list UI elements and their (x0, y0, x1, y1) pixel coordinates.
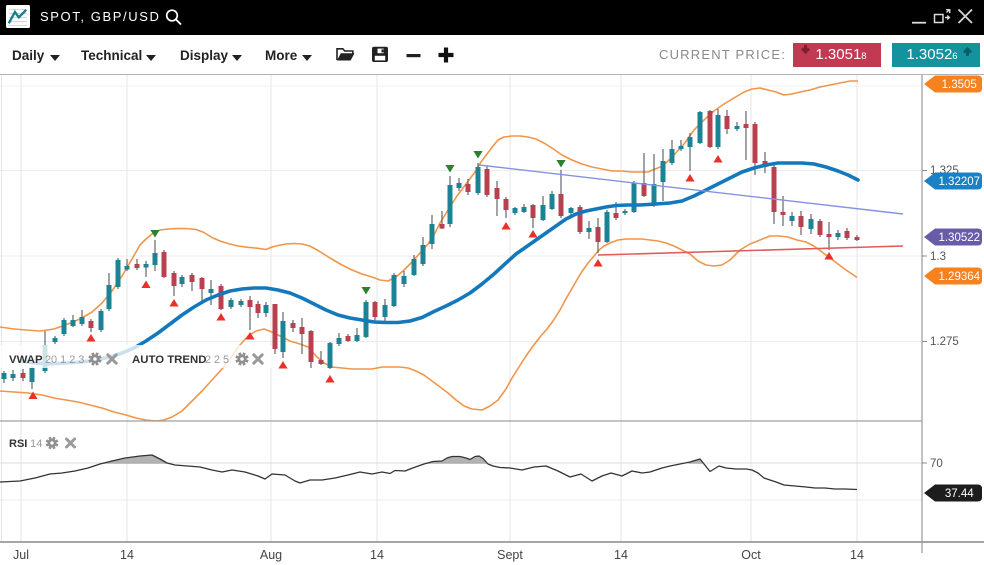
svg-text:1.29364: 1.29364 (938, 271, 980, 283)
svg-text:14: 14 (614, 548, 628, 562)
svg-text:1.32207: 1.32207 (938, 176, 980, 188)
svg-text:1.275: 1.275 (930, 336, 959, 348)
svg-text:37.44: 37.44 (945, 488, 974, 500)
svg-text:Aug: Aug (260, 548, 282, 562)
svg-text:14: 14 (370, 548, 384, 562)
svg-text:14: 14 (120, 548, 134, 562)
svg-text:Oct: Oct (741, 548, 761, 562)
svg-text:14: 14 (30, 438, 42, 450)
svg-text:20 1 2 3: 20 1 2 3 (45, 354, 84, 366)
svg-text:Sept: Sept (497, 548, 523, 562)
svg-text:RSI: RSI (9, 438, 27, 450)
svg-text:VWAP: VWAP (9, 354, 43, 366)
svg-text:70: 70 (930, 458, 943, 470)
svg-text:14: 14 (850, 548, 864, 562)
svg-text:Jul: Jul (13, 548, 29, 562)
svg-text:1.30522: 1.30522 (938, 232, 980, 244)
svg-text:2 2 5: 2 2 5 (205, 354, 229, 366)
svg-text:AUTO TREND: AUTO TREND (132, 354, 206, 366)
svg-text:1.3505: 1.3505 (942, 79, 977, 91)
svg-text:1.3: 1.3 (930, 251, 946, 263)
